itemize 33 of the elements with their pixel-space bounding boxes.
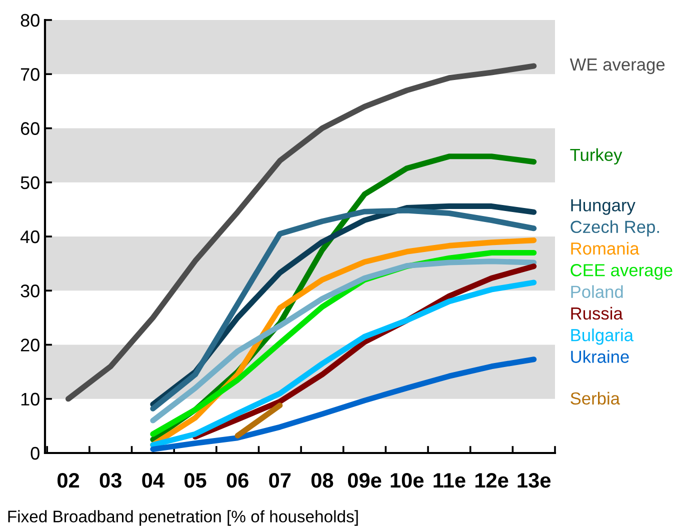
x-tick-label: 02 [58, 472, 80, 488]
x-tick-label: 09e [348, 472, 382, 488]
y-tick-label: 40 [20, 230, 40, 244]
x-tick-label: 11e [434, 473, 466, 488]
x-tick-label: 07 [269, 472, 291, 488]
y-tick-label: 0 [30, 446, 40, 460]
x-tick-label: 10e [390, 472, 424, 488]
x-tick-label: 06 [226, 472, 248, 488]
y-tick-label: 70 [20, 68, 40, 81]
y-tick-label: 60 [20, 122, 40, 135]
text: CEE average [570, 264, 672, 280]
y-tick-label: 80 [20, 14, 40, 27]
x-axis-title: Fixed Broadband penetration [% of households] [8, 510, 358, 526]
text: Poland [571, 285, 623, 298]
x-tick-label: 05 [184, 472, 206, 488]
text: Turkey [570, 148, 622, 164]
text: Hungary [571, 199, 636, 215]
x-tick-label: 08 [311, 472, 334, 488]
x-tick-label: 03 [100, 472, 122, 488]
text: Russia [571, 306, 623, 320]
text: Bulgaria [571, 328, 634, 345]
text: Ukraine [571, 350, 629, 363]
y-tick-label: 20 [20, 338, 40, 352]
text: WE average [570, 58, 665, 74]
x-tick-label: 04 [142, 472, 164, 488]
text: Serbia [570, 392, 620, 405]
y-tick-label: 30 [20, 284, 40, 298]
text: Romania [571, 242, 640, 255]
y-tick-label: 50 [20, 176, 40, 190]
x-tick-label: 12e [475, 472, 508, 488]
x-tick-label: 13e [518, 472, 551, 488]
y-tick-label: 10 [21, 392, 40, 406]
text: Czech Rep. [570, 220, 659, 236]
